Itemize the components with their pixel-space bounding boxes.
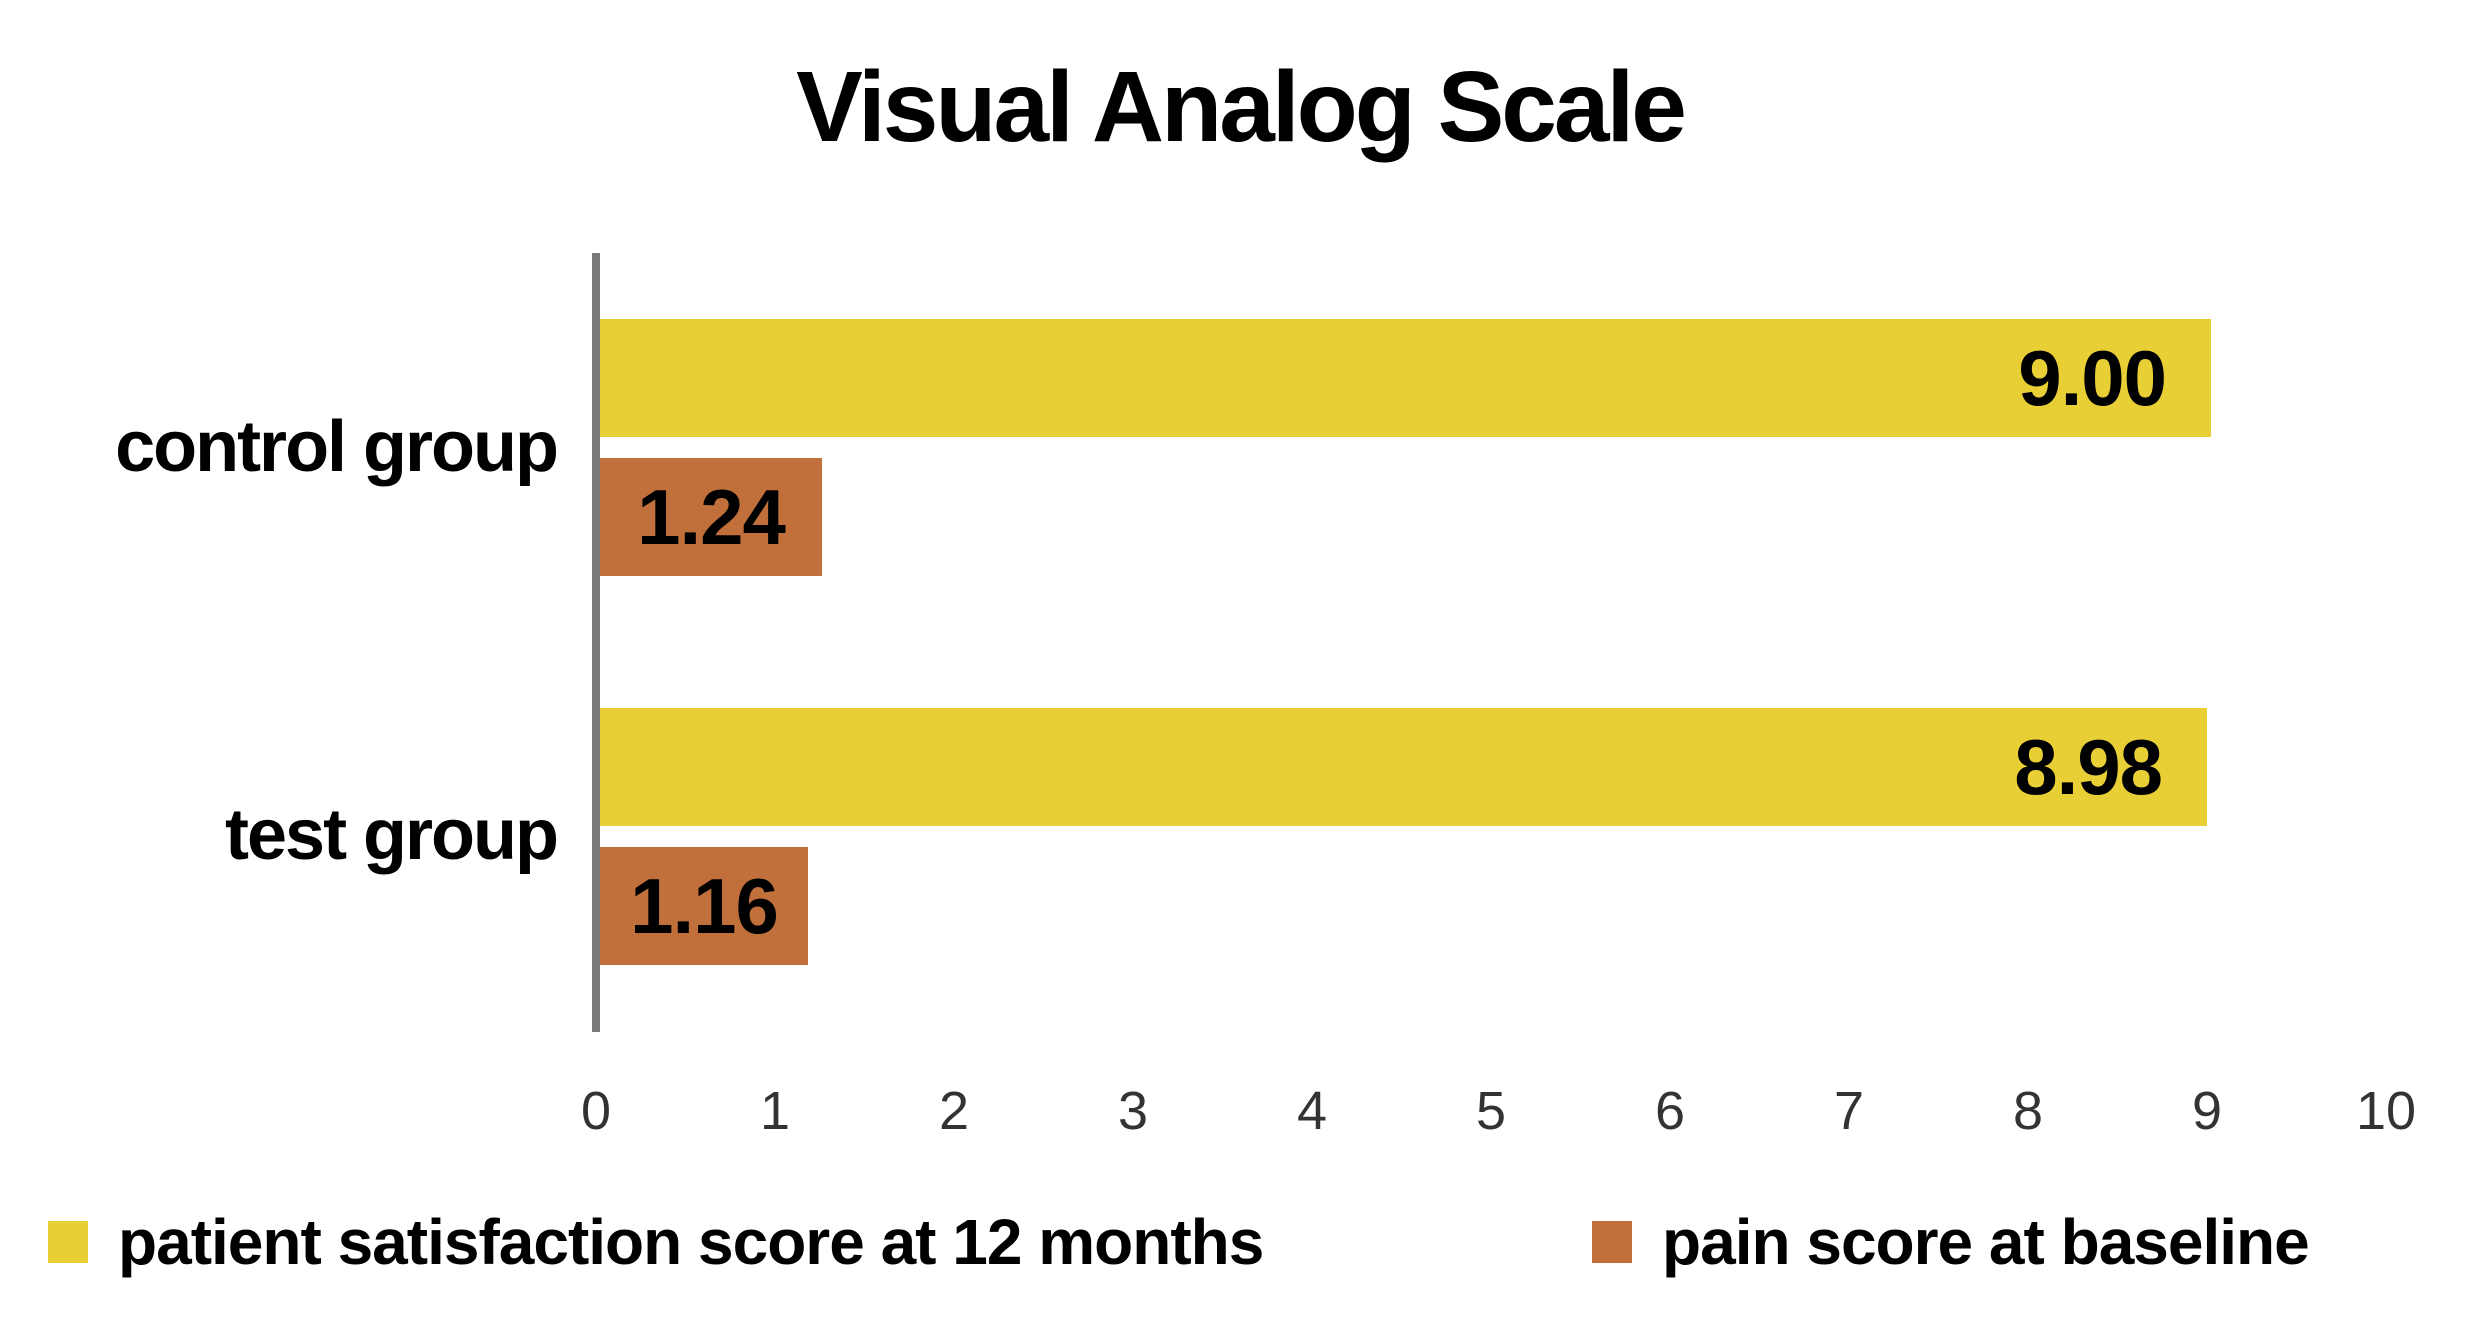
x-tick-2: 2 [938, 1081, 970, 1141]
x-tick-6: 6 [1654, 1081, 1686, 1141]
bar-value-label: 1.24 [637, 472, 786, 561]
bar-value-label: 8.98 [2014, 722, 2163, 811]
chart-title: Visual Analog Scale [796, 51, 1687, 163]
x-tick-1: 1 [759, 1081, 791, 1141]
y-axis-line [592, 253, 600, 1032]
x-tick-3: 3 [1117, 1081, 1149, 1141]
legend-swatch-pain-icon [1592, 1221, 1632, 1263]
legend-item-pain: pain score at baseline [1592, 1192, 2310, 1292]
bar-value-label: 9.00 [2018, 333, 2167, 422]
category-label-test-group: test group [225, 795, 559, 875]
x-tick-7: 7 [1833, 1081, 1865, 1141]
x-tick-10: 10 [2355, 1081, 2417, 1141]
x-tick-9: 9 [2191, 1081, 2223, 1141]
legend-item-satisfaction: patient satisfaction score at 12 months [48, 1192, 1264, 1292]
x-tick-5: 5 [1475, 1081, 1507, 1141]
bar-satisfaction-control-group: 9.00 [600, 319, 2211, 437]
x-tick-8: 8 [2012, 1081, 2044, 1141]
bar-satisfaction-test-group: 8.98 [600, 708, 2207, 826]
legend-label-pain: pain score at baseline [1662, 1206, 2310, 1278]
legend: patient satisfaction score at 12 months … [0, 1192, 2480, 1292]
x-tick-0: 0 [580, 1081, 612, 1141]
x-tick-4: 4 [1296, 1081, 1328, 1141]
bar-pain-test-group: 1.16 [600, 847, 808, 965]
legend-label-satisfaction: patient satisfaction score at 12 months [118, 1206, 1264, 1278]
category-label-control-group: control group [115, 407, 559, 487]
legend-swatch-satisfaction-icon [48, 1221, 88, 1263]
bar-value-label: 1.16 [630, 861, 779, 950]
bar-pain-control-group: 1.24 [600, 458, 822, 576]
